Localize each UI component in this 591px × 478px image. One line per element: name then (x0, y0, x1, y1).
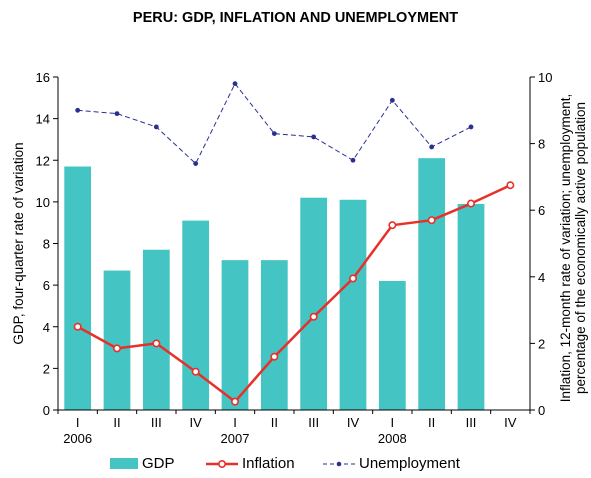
chart-title: PERU: GDP, INFLATION AND UNEMPLOYMENT (132, 10, 459, 26)
x-quarter-label-1: II (113, 415, 120, 430)
point-inflation-7 (348, 274, 357, 283)
y-right-axis-title-line2: percentage of the economically active po… (573, 102, 588, 394)
bar-gdp-4 (221, 260, 249, 410)
legend-swatch-unemployment (323, 461, 355, 466)
bar-gdp-8 (378, 280, 406, 410)
point-inflation-9 (427, 216, 436, 225)
y-left-tick-label-0: 0 (43, 403, 50, 418)
point-unemployment-6 (311, 134, 317, 140)
bar-gdp-9 (418, 158, 446, 410)
point-unemployment-8 (389, 97, 395, 103)
x-quarter-label-8: I (391, 415, 395, 430)
y-left-tick-label-16: 16 (36, 70, 50, 85)
y-left-tick-label-4: 4 (43, 320, 50, 335)
point-unemployment-9 (429, 144, 435, 150)
point-unemployment-3 (193, 161, 199, 166)
line-unemployment (77, 82, 472, 165)
y-right-tick-label-2: 2 (538, 336, 545, 351)
point-unemployment-5 (271, 131, 277, 137)
bar-gdp-3 (182, 220, 210, 410)
bar-gdp-7 (339, 199, 367, 410)
y-left-axis-title: GDP, four-quarter rate of variation (11, 142, 26, 344)
point-inflation-0 (73, 322, 82, 331)
legend-swatch-inflation (206, 459, 238, 468)
bar-gdp-0 (64, 166, 92, 410)
point-inflation-8 (388, 221, 397, 230)
bar-gdp-5 (260, 260, 288, 410)
line-inflation (77, 184, 511, 403)
bar-gdp-6 (300, 197, 328, 410)
legend-swatch-gdp (110, 458, 138, 469)
legend-label-unemployment: Unemployment (359, 455, 460, 472)
y-right-tick-label-0: 0 (538, 403, 545, 418)
x-year-label-2007: 2007 (221, 431, 250, 446)
point-inflation-5 (270, 352, 279, 361)
legend-item-gdp: GDP (110, 455, 175, 472)
x-quarter-label-2: III (151, 415, 162, 430)
y-right-tick-label-6: 6 (538, 203, 545, 218)
point-inflation-11 (506, 181, 515, 190)
y-left-tick-label-12: 12 (36, 153, 50, 168)
x-quarter-label-3: IV (190, 415, 203, 430)
y-left-tick-label-6: 6 (43, 278, 50, 293)
x-quarter-label-0: I (76, 415, 80, 430)
x-quarter-label-7: IV (347, 415, 360, 430)
point-unemployment-10 (468, 124, 474, 130)
x-year-label-2006: 2006 (63, 431, 92, 446)
legend-item-inflation: Inflation (205, 455, 295, 472)
point-unemployment-4 (232, 81, 238, 87)
x-quarter-label-5: II (271, 415, 278, 430)
point-inflation-2 (152, 339, 161, 348)
y-left-tick-label-8: 8 (43, 237, 50, 252)
bar-gdp-2 (142, 249, 170, 410)
point-inflation-10 (466, 199, 475, 208)
y-right-tick-label-4: 4 (538, 270, 545, 285)
y-right-tick-label-10: 10 (538, 70, 552, 85)
legend-label-inflation: Inflation (242, 455, 295, 472)
y-left-tick-label-14: 14 (36, 112, 50, 127)
x-quarter-label-9: II (428, 415, 435, 430)
y-left-tick-label-2: 2 (43, 361, 50, 376)
point-inflation-1 (113, 344, 122, 353)
point-unemployment-0 (75, 107, 81, 113)
x-quarter-label-6: III (308, 415, 319, 430)
legend-label-gdp: GDP (142, 455, 175, 472)
y-right-axis-title-line1: Inflation, 12-month rate of variation; u… (558, 94, 573, 402)
point-inflation-6 (309, 312, 318, 321)
legend: GDP Inflation Unemployment (0, 455, 591, 475)
x-quarter-label-10: III (466, 415, 477, 430)
point-unemployment-7 (350, 157, 356, 163)
x-quarter-label-4: I (233, 415, 237, 430)
y-left-tick-label-10: 10 (36, 195, 50, 210)
legend-item-unemployment: Unemployment (322, 455, 460, 472)
y-right-tick-label-8: 8 (538, 137, 545, 152)
point-inflation-4 (231, 397, 240, 406)
x-quarter-label-11: IV (504, 415, 517, 430)
bar-gdp-1 (103, 270, 131, 410)
bar-gdp-10 (457, 203, 485, 410)
point-unemployment-1 (114, 111, 120, 117)
x-year-label-2008: 2008 (378, 431, 407, 446)
point-unemployment-2 (153, 124, 159, 130)
point-inflation-3 (191, 367, 200, 376)
